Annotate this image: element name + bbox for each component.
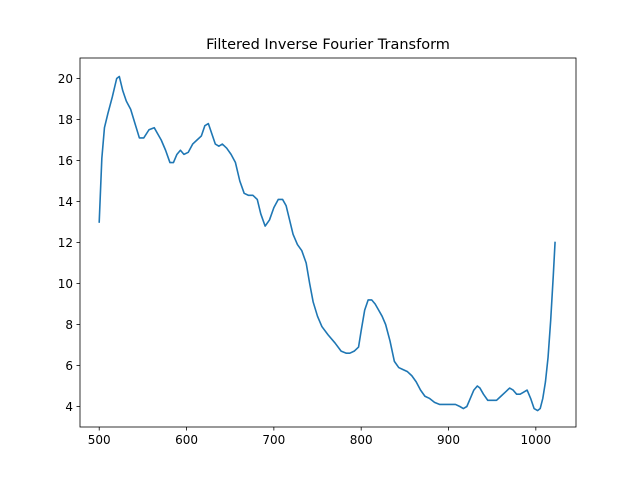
x-axis: 500 600 700 800 900 1000 [88,427,551,447]
y-tick-label: 10 [58,277,73,291]
y-tick-label: 18 [58,113,73,127]
plot-area [98,75,556,412]
x-tick-label: 700 [262,433,285,447]
y-tick-label: 12 [58,236,73,250]
y-tick-label: 8 [65,318,73,332]
x-tick-label: 800 [350,433,373,447]
y-tick-label: 20 [58,72,73,86]
x-tick-label: 600 [175,433,198,447]
chart-title: Filtered Inverse Fourier Transform [206,37,450,53]
x-tick-label: 900 [437,433,460,447]
series-line-0 [98,75,556,412]
y-tick-label: 6 [65,359,73,373]
x-tick-label: 500 [88,433,111,447]
y-axis: 4 6 8 10 12 14 16 18 20 [58,72,80,414]
y-tick-label: 4 [65,400,73,414]
y-tick-label: 16 [58,154,73,168]
y-tick-label: 14 [58,195,73,209]
x-tick-label: 1000 [521,433,552,447]
